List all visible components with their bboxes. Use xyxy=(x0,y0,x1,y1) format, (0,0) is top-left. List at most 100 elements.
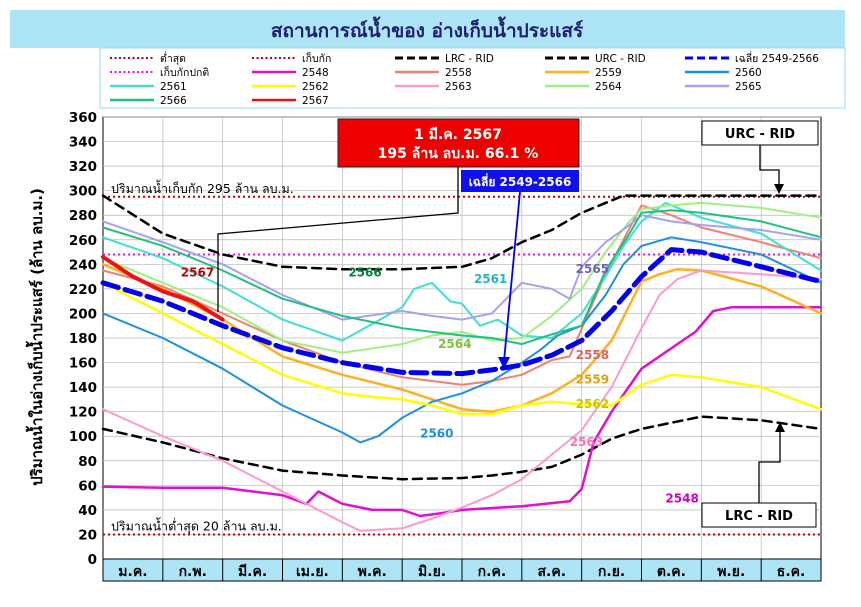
series-label-2558: 2558 xyxy=(576,348,609,362)
series-label-2562: 2562 xyxy=(576,397,609,411)
urc-arrowhead xyxy=(774,184,784,194)
y-axis: 0 20 40 60 80 100 120 140 160 180 200 220 240 260 280 3… xyxy=(69,110,97,568)
x-tick-label-9: ก.ย. xyxy=(598,564,625,580)
y-tick-label-220: 220 xyxy=(69,282,97,298)
current-annotation-value: 195 ล้าน ลบ.ม. 66.1 % xyxy=(378,146,539,162)
legend-label-9: 2559 xyxy=(595,67,622,79)
legend-label-12: 2562 xyxy=(302,81,329,93)
legend-label-16: 2566 xyxy=(160,95,187,107)
legend-label-7: 2548 xyxy=(302,67,329,79)
legend-label-2: เก็บกัก xyxy=(302,51,331,65)
series-label-2559: 2559 xyxy=(576,372,609,386)
lrc-arrowhead xyxy=(775,422,785,432)
x-tick-label-2: ก.พ. xyxy=(179,564,207,580)
x-tick-label-7: ก.ค. xyxy=(478,564,506,580)
average-arrowhead xyxy=(498,357,510,369)
series-line-2549-2566-12 xyxy=(100,247,824,377)
y-tick-label-280: 280 xyxy=(69,208,97,224)
legend-label-6: เก็บกักปกติ xyxy=(160,65,209,79)
y-tick-label-80: 80 xyxy=(78,454,97,470)
y-axis-label: ปริมาณน้ำในอ่างเก็บน้ำประแสร์ (ล้าน ลบ.ม… xyxy=(25,188,46,486)
urc-annotation: URC - RID xyxy=(701,120,819,194)
series-line-lrc-rid-1 xyxy=(101,415,823,481)
y-tick-label-160: 160 xyxy=(69,356,97,372)
legend-label-3: LRC - RID xyxy=(445,53,494,65)
legend-label-15: 2565 xyxy=(735,81,762,93)
series-line-2564-9 xyxy=(102,201,822,354)
x-tick-label-12: ธ.ค. xyxy=(777,564,806,580)
lrc-annotation: LRC - RID xyxy=(701,422,817,528)
legend-label-4: URC - RID xyxy=(595,53,646,65)
y-tick-label-340: 340 xyxy=(69,135,97,151)
y-tick-label-40: 40 xyxy=(78,503,97,519)
series-labels: 2567 2566 2561 2565 2564 2558 2559 2562 2563 2560… xyxy=(181,262,699,506)
current-annotation-box xyxy=(337,118,580,168)
series-label-2566: 2566 xyxy=(348,266,381,280)
legend-label-8: 2558 xyxy=(445,67,472,79)
series-label-2565: 2565 xyxy=(576,262,609,276)
x-tick-label-3: มี.ค. xyxy=(238,564,267,580)
series-line-urc-rid-0 xyxy=(101,194,823,271)
legend-label-1: ต่ำสุด xyxy=(160,51,186,65)
legend-label-11: 2561 xyxy=(160,81,187,93)
y-tick-label-60: 60 xyxy=(78,478,97,494)
current-annotation-leader xyxy=(217,167,459,312)
series-line-2560-5 xyxy=(102,236,822,444)
series-label-2564: 2564 xyxy=(438,337,471,351)
y-tick-label-360: 360 xyxy=(69,110,97,126)
series-label-2560: 2560 xyxy=(420,426,453,440)
y-tick-label-140: 140 xyxy=(69,380,97,396)
urc-annotation-leader xyxy=(759,145,780,186)
x-tick-label-10: ต.ค. xyxy=(657,564,686,580)
series-line-2559-4 xyxy=(101,263,823,413)
lrc-annotation-leader xyxy=(758,430,781,503)
average-annotation-label: เฉลี่ย 2549-2566 xyxy=(469,173,572,189)
legend-label-17: 2567 xyxy=(302,95,329,107)
series-line-2563-8 xyxy=(102,269,822,532)
series-line-2567-13 xyxy=(101,255,225,322)
y-tick-label-320: 320 xyxy=(69,159,97,175)
y-tick-label-100: 100 xyxy=(69,429,97,445)
y-tick-label-20: 20 xyxy=(78,527,97,543)
series-label-2567: 2567 xyxy=(181,266,214,280)
y-tick-label-120: 120 xyxy=(69,405,97,421)
series-label-2563: 2563 xyxy=(570,435,603,449)
title-band xyxy=(10,10,845,48)
series-line-2562-7 xyxy=(101,281,823,416)
series-label-2548: 2548 xyxy=(665,492,698,506)
y-tick-label-300: 300 xyxy=(69,184,97,200)
x-tick-label-1: ม.ค. xyxy=(118,564,147,580)
y-tick-label-200: 200 xyxy=(69,306,97,322)
y-tick-label-260: 260 xyxy=(69,233,97,249)
average-annotation-leader xyxy=(503,191,521,362)
current-annotation: 1 มี.ค. 2567 195 ล้าน ลบ.ม. 66.1 % xyxy=(217,118,580,312)
lrc-annotation-box xyxy=(701,502,817,528)
legend-band xyxy=(99,47,846,109)
x-tick-label-4: เม.ย. xyxy=(296,564,329,580)
lrc-annotation-label: LRC - RID xyxy=(725,509,793,524)
current-annotation-date: 1 มี.ค. 2567 xyxy=(414,127,502,143)
x-tick-label-8: ส.ค. xyxy=(537,564,566,580)
y-tick-label-0: 0 xyxy=(88,552,97,568)
average-annotation: เฉลี่ย 2549-2566 xyxy=(461,170,579,369)
chart-title: สถานการณ์น้ำของ อ่างเก็บน้ำประแสร์ xyxy=(271,16,584,42)
reference-lines: ปริมาณน้ำเก็บกัก 295 ล้าน ลบ.ม. ปริมาณน้ำ… xyxy=(103,179,821,536)
x-tick-label-6: มิ.ย. xyxy=(418,564,446,580)
series-label-2561: 2561 xyxy=(474,272,507,286)
series-line-2565-10 xyxy=(102,214,822,321)
reference-label-2: ปริมาณน้ำต่ำสุด 20 ล้าน ลบ.ม. xyxy=(111,516,282,534)
legend: ต่ำสุด เก็บกัก LRC - RID URC - RID เฉลี่ย 25… xyxy=(110,51,819,107)
y-tick-label-180: 180 xyxy=(69,331,97,347)
legend-label-13: 2563 xyxy=(445,81,472,93)
series-layer xyxy=(100,194,824,532)
average-annotation-box xyxy=(461,170,579,192)
legend-label-10: 2560 xyxy=(735,67,762,79)
x-tick-label-11: พ.ย. xyxy=(717,564,745,580)
legend-label-5: เฉลี่ย 2549-2566 xyxy=(735,51,819,65)
x-axis: ม.ค. ก.พ. มี.ค. เม.ย. พ.ค. มิ.ย. ก.ค. ส.ค. ก.ย. ต… xyxy=(118,559,805,581)
x-tick-label-5: พ.ค. xyxy=(358,564,387,580)
y-tick-label-240: 240 xyxy=(69,257,97,273)
reference-label-1: ปริมาณน้ำเก็บกัก 295 ล้าน ลบ.ม. xyxy=(111,179,294,196)
series-line-2566-11 xyxy=(102,209,822,346)
